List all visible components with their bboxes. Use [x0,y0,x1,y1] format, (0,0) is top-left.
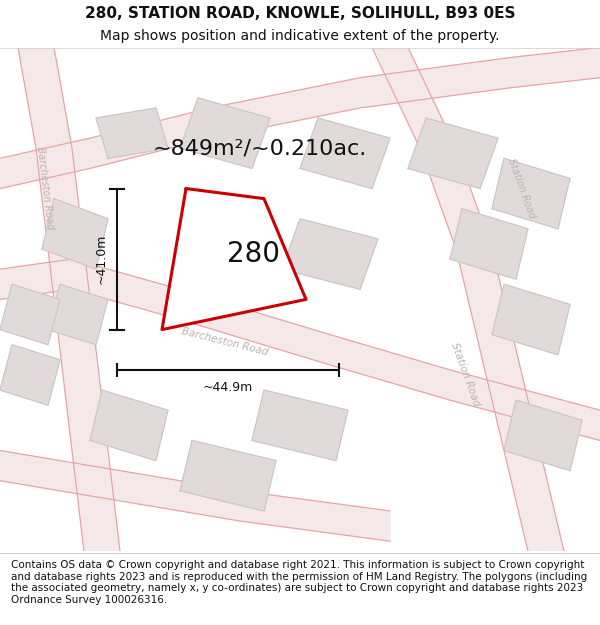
Polygon shape [492,284,570,355]
Polygon shape [180,98,270,168]
Text: Barcheston Road: Barcheston Road [35,146,55,231]
Text: 280: 280 [227,240,280,268]
Text: Contains OS data © Crown copyright and database right 2021. This information is : Contains OS data © Crown copyright and d… [11,560,587,605]
Polygon shape [408,118,498,189]
Text: ~849m²/~0.210ac.: ~849m²/~0.210ac. [153,138,367,158]
Polygon shape [18,48,120,551]
Polygon shape [180,441,276,511]
Text: 280, STATION ROAD, KNOWLE, SOLIHULL, B93 0ES: 280, STATION ROAD, KNOWLE, SOLIHULL, B93… [85,6,515,21]
Polygon shape [0,48,600,189]
Polygon shape [372,48,564,551]
Polygon shape [0,284,60,345]
Polygon shape [0,259,600,441]
Polygon shape [48,284,108,345]
Text: Map shows position and indicative extent of the property.: Map shows position and indicative extent… [100,29,500,42]
Polygon shape [300,118,390,189]
Polygon shape [504,400,582,471]
Polygon shape [90,390,168,461]
Polygon shape [0,451,390,541]
Polygon shape [282,219,378,289]
Polygon shape [96,108,168,158]
Polygon shape [42,199,108,269]
Polygon shape [180,189,270,259]
Text: Station Road: Station Road [506,158,538,220]
Text: Barcheston Road: Barcheston Road [181,327,269,357]
Text: ~41.0m: ~41.0m [95,234,108,284]
Polygon shape [492,158,570,229]
Text: ~44.9m: ~44.9m [203,381,253,394]
Polygon shape [252,390,348,461]
Polygon shape [0,345,60,405]
Polygon shape [162,189,306,329]
Text: Station Road: Station Road [449,342,481,408]
Polygon shape [450,209,528,279]
